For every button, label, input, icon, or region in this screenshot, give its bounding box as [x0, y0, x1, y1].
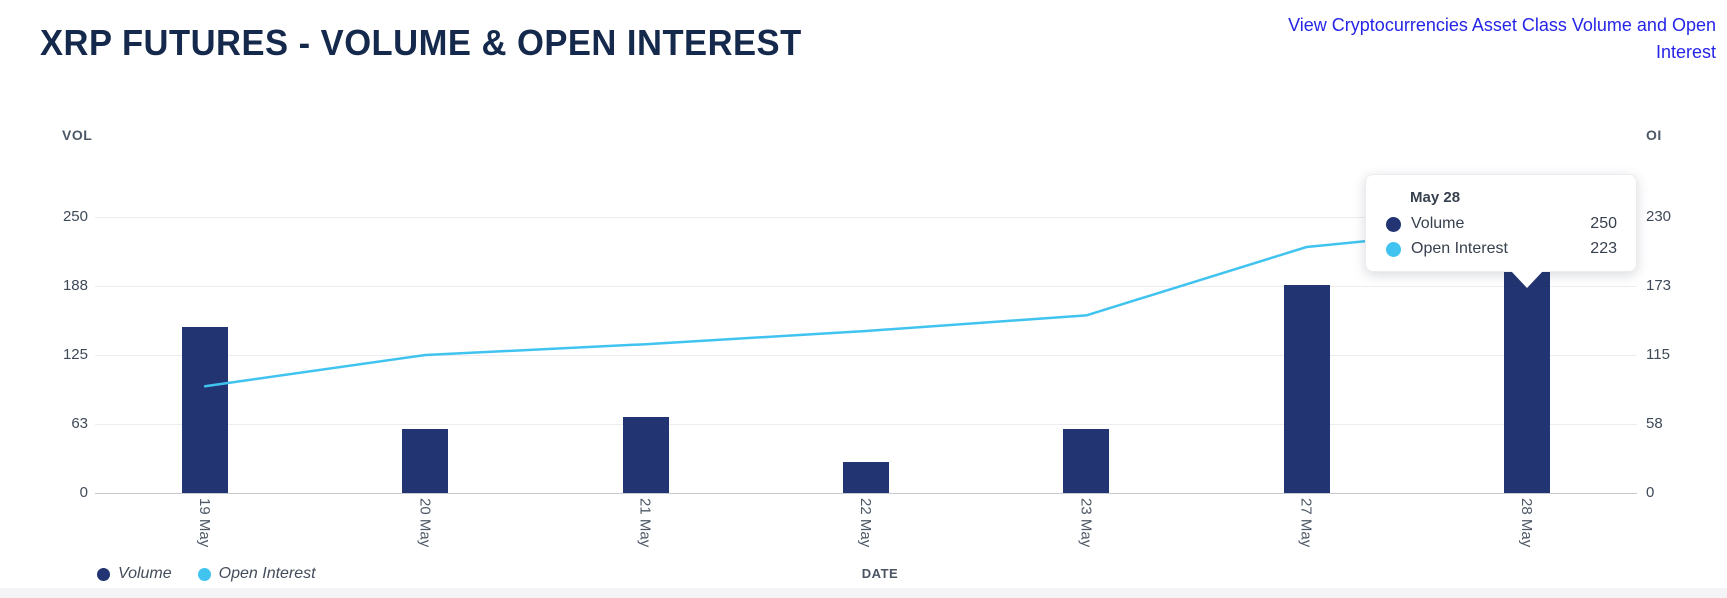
left-tick-label: 0	[79, 484, 88, 501]
gridline	[95, 355, 1637, 356]
section-divider	[0, 588, 1727, 598]
asset-class-link[interactable]: View Cryptocurrencies Asset Class Volume…	[1288, 15, 1716, 62]
tooltip-row-open-interest: Open Interest 223	[1386, 240, 1617, 258]
x-tick-label: 19 May	[196, 498, 214, 548]
open-interest-dot-icon	[1386, 241, 1401, 257]
x-tick-label: 20 May	[416, 498, 434, 548]
tooltip-open-interest-label: Open Interest	[1411, 240, 1508, 257]
volume-dot-icon	[1386, 216, 1401, 232]
tooltip-row-volume: Volume 250	[1386, 215, 1617, 233]
volume-bar-20-may[interactable]	[402, 428, 449, 493]
left-tick-label: 63	[71, 415, 88, 432]
volume-bar-21-may[interactable]	[622, 416, 669, 493]
left-tick-label: 125	[62, 346, 88, 363]
x-tick-label: 23 May	[1077, 498, 1095, 548]
volume-legend-dot-icon	[97, 567, 110, 581]
right-tick-label: 230	[1646, 208, 1672, 225]
right-tick-label: 173	[1646, 277, 1672, 294]
x-tick-label: 22 May	[857, 498, 874, 548]
volume-bar-22-may[interactable]	[843, 462, 889, 493]
volume-bar-27-may[interactable]	[1283, 285, 1330, 493]
gridline	[95, 424, 1637, 425]
x-tick-label: 27 May	[1297, 498, 1315, 548]
right-axis-title: OI	[1646, 127, 1662, 143]
x-axis-baseline	[95, 493, 1637, 494]
left-tick-label: 188	[62, 277, 88, 294]
volume-bar-19-may[interactable]	[182, 327, 229, 493]
volume-bar-23-may[interactable]	[1063, 428, 1110, 493]
chart-legend: Volume Open Interest	[97, 565, 316, 583]
left-axis-title: VOL	[62, 127, 93, 143]
x-tick-label: 28 May	[1517, 498, 1535, 548]
tooltip-volume-value: 250	[1590, 215, 1617, 232]
open-interest-legend-label: Open Interest	[218, 565, 316, 582]
page-title: XRP FUTURES - VOLUME & OPEN INTEREST	[40, 22, 802, 63]
right-tick-label: 0	[1646, 484, 1655, 501]
gridline	[95, 286, 1637, 287]
volume-legend-label: Volume	[118, 565, 172, 582]
right-tick-label: 58	[1646, 415, 1663, 432]
gridline	[95, 217, 1637, 218]
tooltip: May 28 Volume 250 Open Interest 223	[1365, 174, 1637, 272]
tooltip-pointer-icon	[1511, 271, 1543, 288]
tooltip-open-interest-value: 223	[1590, 240, 1617, 257]
legend-item-open-interest[interactable]: Open Interest	[197, 565, 316, 583]
open-interest-legend-dot-icon	[197, 567, 211, 581]
x-tick-label: 21 May	[636, 498, 654, 548]
tooltip-title: May 28	[1410, 189, 1461, 206]
left-tick-label: 250	[62, 208, 88, 225]
right-tick-label: 115	[1646, 346, 1670, 363]
legend-item-volume[interactable]: Volume	[97, 565, 172, 583]
tooltip-volume-label: Volume	[1411, 215, 1465, 232]
x-axis-title: DATE	[861, 566, 899, 581]
